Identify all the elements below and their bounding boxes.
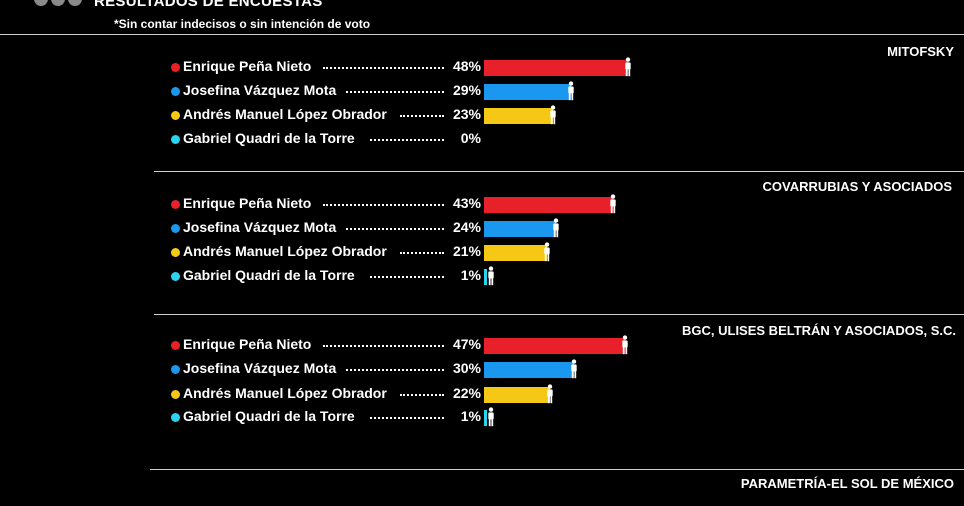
percentage-label: 24% [452, 219, 481, 235]
person-icon [546, 384, 554, 404]
vote-bar [484, 410, 487, 426]
legend-dot [171, 135, 180, 144]
candidate-row-enrique-pena-nieto: Enrique Peña Nieto 48% [0, 57, 964, 78]
candidate-name: Andrés Manuel López Obrador [183, 106, 387, 122]
person-icon [549, 105, 557, 125]
dotted-leader [370, 417, 444, 421]
candidate-row-andres-manuel-lopez-obrador: Andrés Manuel López Obrador 23% [0, 105, 964, 126]
dotted-leader [400, 115, 444, 119]
candidate-row-josefina-vazquez-mota: Josefina Vázquez Mota 30% [0, 359, 964, 380]
percentage-label: 48% [452, 58, 481, 74]
vote-bar [484, 84, 571, 100]
candidate-name: Andrés Manuel López Obrador [183, 385, 387, 401]
candidate-row-enrique-pena-nieto: Enrique Peña Nieto 47% [0, 335, 964, 356]
legend-dot [171, 413, 180, 422]
dotted-leader [370, 276, 444, 280]
section-divider [154, 314, 964, 315]
candidate-row-gabriel-quadri-de-la-torre: Gabriel Quadri de la Torre 0% [0, 130, 964, 150]
candidate-row-gabriel-quadri-de-la-torre: Gabriel Quadri de la Torre 1% [0, 407, 964, 428]
legend-dot [171, 341, 180, 350]
person-icon [567, 81, 575, 101]
vote-bar [484, 60, 628, 76]
person-icon [487, 266, 495, 286]
candidate-row-andres-manuel-lopez-obrador: Andrés Manuel López Obrador 22% [0, 384, 964, 405]
vote-bar [484, 221, 556, 237]
candidate-name: Gabriel Quadri de la Torre [183, 130, 355, 146]
percentage-label: 1% [460, 267, 481, 283]
chart-note: *Sin contar indecisos o sin intención de… [114, 17, 371, 31]
percentage-label: 47% [452, 336, 481, 352]
section-divider [0, 34, 964, 35]
dotted-leader [323, 345, 444, 349]
vote-bar [484, 108, 553, 124]
section-divider [154, 171, 964, 172]
legend-dot [171, 390, 180, 399]
legend-dot [171, 200, 180, 209]
legend-dot [171, 272, 180, 281]
candidate-row-enrique-pena-nieto: Enrique Peña Nieto 43% [0, 194, 964, 215]
percentage-label: 1% [460, 408, 481, 424]
legend-dot [171, 365, 180, 374]
candidate-row-josefina-vazquez-mota: Josefina Vázquez Mota 24% [0, 218, 964, 239]
candidate-row-andres-manuel-lopez-obrador: Andrés Manuel López Obrador 21% [0, 242, 964, 263]
candidate-name: Josefina Vázquez Mota [183, 82, 337, 98]
percentage-label: 23% [452, 106, 481, 122]
percentage-label: 30% [452, 360, 481, 376]
candidate-name: Enrique Peña Nieto [183, 58, 312, 74]
percentage-label: 43% [452, 195, 481, 211]
legend-dot [171, 248, 180, 257]
pollster-name: BGC, ULISES BELTRÁN Y ASOCIADOS, S.C. [682, 323, 956, 338]
candidate-name: Andrés Manuel López Obrador [183, 243, 387, 259]
candidate-row-gabriel-quadri-de-la-torre: Gabriel Quadri de la Torre 1% [0, 266, 964, 287]
candidate-name: Josefina Vázquez Mota [183, 360, 337, 376]
person-icon [624, 57, 632, 77]
person-icon [552, 218, 560, 238]
legend-dot [171, 87, 180, 96]
person-icon [609, 194, 617, 214]
legend-dot [171, 224, 180, 233]
chart-header: RESULTADOS DE ENCUESTAS *Sin contar inde… [0, 0, 964, 36]
dotted-leader [370, 139, 444, 143]
dotted-leader [346, 369, 444, 373]
candidate-row-josefina-vazquez-mota: Josefina Vázquez Mota 29% [0, 81, 964, 102]
vote-bar [484, 387, 550, 403]
dotted-leader [400, 252, 444, 256]
pollster-name: COVARRUBIAS Y ASOCIADOS [762, 179, 953, 194]
percentage-label: 0% [460, 130, 481, 146]
person-icon [621, 335, 629, 355]
candidate-name: Gabriel Quadri de la Torre [183, 408, 355, 424]
pollster-name: PARAMETRÍA-EL SOL DE MÉXICO [740, 476, 954, 491]
chart-title: RESULTADOS DE ENCUESTAS [94, 0, 323, 10]
dotted-leader [346, 91, 444, 95]
legend-dot [171, 63, 180, 72]
percentage-label: 22% [452, 385, 481, 401]
person-icon [487, 407, 495, 427]
dotted-leader [323, 204, 444, 208]
dotted-leader [346, 228, 444, 232]
dotted-leader [323, 67, 444, 71]
vote-bar [484, 245, 547, 261]
legend-dot [171, 111, 180, 120]
vote-bar [484, 197, 613, 213]
candidate-name: Josefina Vázquez Mota [183, 219, 337, 235]
percentage-label: 21% [452, 243, 481, 259]
vote-bar [484, 338, 625, 354]
candidate-name: Gabriel Quadri de la Torre [183, 267, 355, 283]
vote-bar [484, 269, 487, 285]
dotted-leader [400, 394, 444, 398]
person-icon [543, 242, 551, 262]
candidate-name: Enrique Peña Nieto [183, 336, 312, 352]
candidate-name: Enrique Peña Nieto [183, 195, 312, 211]
pollster-name: MITOFSKY [887, 44, 954, 59]
person-icon [570, 359, 578, 379]
section-divider [150, 469, 964, 470]
percentage-label: 29% [452, 82, 481, 98]
vote-bar [484, 362, 574, 378]
